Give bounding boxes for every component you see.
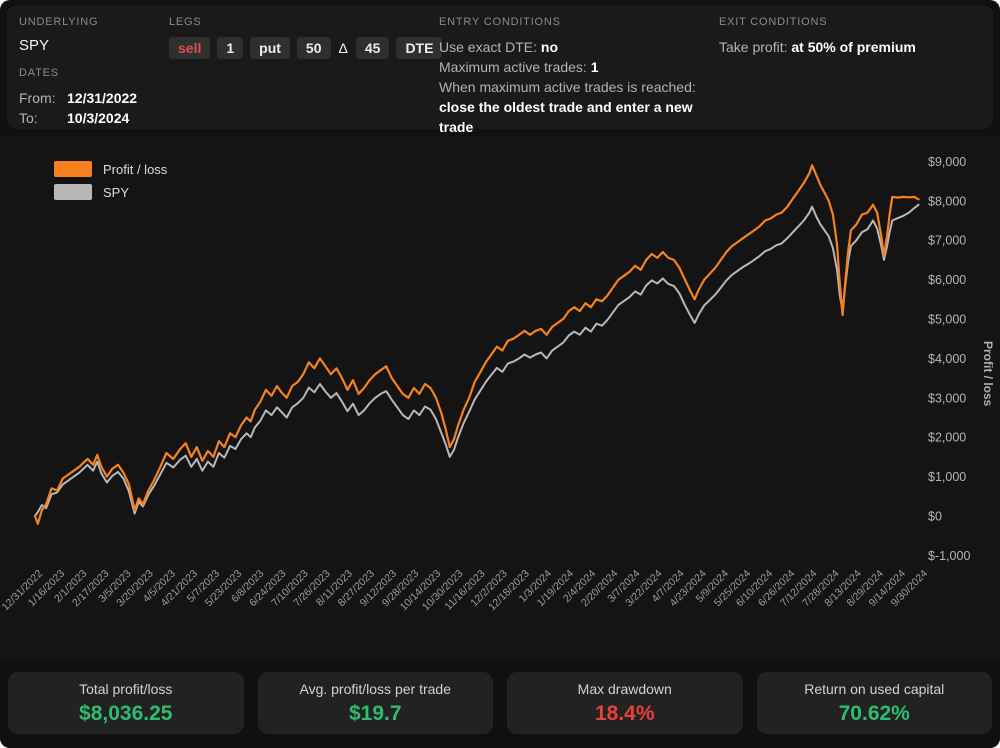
y-axis-tick-label: $3,000	[928, 391, 966, 405]
y-axis-tick-label: $7,000	[928, 234, 966, 248]
y-axis-tick-label: $0	[928, 510, 942, 524]
y-axis-title: Profit / loss	[981, 341, 995, 407]
legs-column: LEGS sell 1 put 50 Δ 45 DTE	[169, 16, 443, 118]
summary-stats-bar: Total profit/loss $8,036.25 Avg. profit/…	[0, 660, 1000, 748]
stat-value: $8,036.25	[79, 701, 173, 725]
date-to-row: To: 10/3/2024	[19, 108, 169, 128]
condition-line: Take profit: at 50% of premium	[719, 39, 916, 55]
condition-line: Maximum active trades: 1	[439, 59, 599, 75]
leg-chip-50[interactable]: 50	[296, 37, 331, 59]
date-to-value: 10/3/2024	[67, 110, 130, 126]
entry-conditions-section-label: ENTRY CONDITIONS	[439, 16, 561, 28]
legend-item-profit-loss: Profit / loss	[54, 161, 167, 177]
underlying-column: UNDERLYING SPY DATES From: 12/31/2022 To:…	[19, 16, 169, 126]
dates-section-label: DATES	[19, 67, 59, 79]
date-from-row: From: 12/31/2022	[19, 88, 169, 108]
y-axis-tick-label: $5,000	[928, 313, 966, 327]
profit-loss-line-chart: $9,000 $8,000 $7,000 $6,000 $5,000 $4,000 $3,0…	[0, 155, 995, 613]
y-axis-tick-label: $-1,000	[928, 549, 970, 563]
legend-item-spy: SPY	[54, 184, 167, 200]
condition-line: When maximum active trades is reached: c…	[439, 79, 696, 135]
exit-conditions-column: EXIT CONDITIONS Take profit: at 50% of p…	[719, 16, 981, 118]
stat-value: $19.7	[348, 701, 402, 725]
profit-loss-legend-label: Profit / loss	[103, 161, 168, 177]
entry-conditions-column: ENTRY CONDITIONS Use exact DTE: no Maximu…	[439, 16, 719, 135]
series-line-profit-loss	[33, 164, 920, 525]
legs-chips: sell 1 put 50 Δ 45 DTE	[169, 37, 443, 59]
date-from-label: From:	[19, 90, 56, 106]
stat-label: Total profit/loss	[79, 680, 173, 697]
condition-line: Use exact DTE: no	[439, 39, 559, 55]
stat-value: 18.4%	[594, 701, 655, 725]
leg-chip-dte[interactable]: DTE	[396, 37, 443, 59]
stat-label: Return on used capital	[804, 680, 945, 697]
backtest-config-panel: UNDERLYING SPY DATES From: 12/31/2022 To:…	[7, 5, 993, 135]
stat-card-total-profit-loss: Total profit/loss $8,036.25	[8, 672, 244, 734]
underlying-ticker: SPY	[19, 37, 50, 54]
profit-loss-legend-swatch	[54, 161, 92, 177]
exit-conditions-lines: Take profit: at 50% of premium	[719, 37, 981, 57]
y-axis-tick-label: $9,000	[928, 155, 966, 169]
date-to-label: To:	[19, 110, 38, 126]
stat-label: Max drawdown	[577, 680, 672, 697]
leg-chip-δ: Δ	[338, 40, 348, 56]
leg-chip-45[interactable]: 45	[355, 37, 390, 59]
y-axis-tick-label: $2,000	[928, 431, 966, 445]
stat-card-max-drawdown: Max drawdown 18.4%	[507, 672, 743, 734]
leg-chip-sell[interactable]: sell	[169, 37, 211, 59]
stat-label: Avg. profit/loss per trade	[299, 680, 451, 697]
stat-card-return-on-used-capital: Return on used capital 70.62%	[756, 672, 992, 734]
y-axis-tick-label: $6,000	[928, 273, 966, 287]
exit-conditions-section-label: EXIT CONDITIONS	[719, 16, 828, 28]
date-from-value: 12/31/2022	[67, 90, 138, 106]
stat-value: 70.62%	[838, 701, 910, 725]
series-line-spy	[34, 203, 920, 517]
chart-legend: Profit / loss SPY	[54, 161, 167, 207]
leg-chip-put[interactable]: put	[250, 37, 290, 59]
legs-section-label: LEGS	[169, 16, 202, 28]
spy-legend-label: SPY	[103, 184, 130, 200]
y-axis-tick-label: $4,000	[928, 352, 966, 366]
equity-chart-section: Profit / loss SPY $9,000 $8,000 $7,000 $6,0…	[0, 136, 1000, 662]
y-axis-tick-label: $8,000	[928, 194, 966, 208]
spy-legend-swatch	[54, 184, 92, 200]
y-axis-tick-label: $1,000	[928, 470, 966, 484]
entry-conditions-lines: Use exact DTE: no Maximum active trades: …	[439, 37, 719, 137]
stat-card-avg-profit-loss-per-trade: Avg. profit/loss per trade $19.7	[257, 672, 493, 734]
leg-chip-1[interactable]: 1	[217, 37, 244, 59]
underlying-section-label: UNDERLYING	[19, 16, 99, 28]
